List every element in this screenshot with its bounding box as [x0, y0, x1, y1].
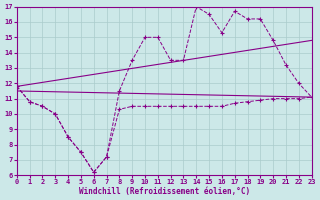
X-axis label: Windchill (Refroidissement éolien,°C): Windchill (Refroidissement éolien,°C)	[79, 187, 250, 196]
